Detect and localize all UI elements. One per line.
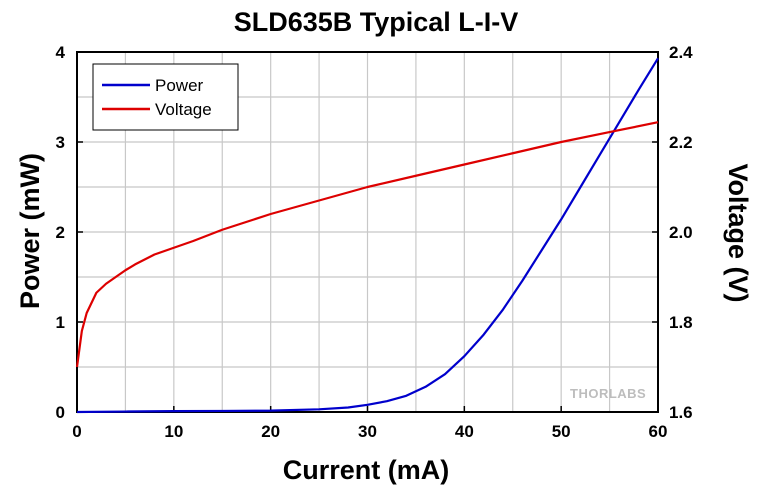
- series-line-voltage: [75, 121, 659, 368]
- y-tick-label: 4: [56, 43, 66, 62]
- y-tick-label: 1: [56, 313, 65, 332]
- series-line-power: [76, 57, 659, 414]
- x-axis-ticks: 0 10 20 30 40 50 60: [72, 406, 667, 441]
- x-axis-label: Current (mA): [283, 455, 450, 485]
- y2-axis-ticks: 1.6 1.8 2.0 2.2 2.4: [652, 43, 693, 422]
- thorlabs-watermark: THORLABS: [570, 386, 646, 401]
- y2-tick-label: 1.8: [669, 313, 693, 332]
- legend-box: [92, 63, 239, 131]
- chart-title: SLD635B Typical L-I-V: [234, 7, 519, 37]
- y2-axis-label: Voltage (V): [723, 163, 753, 302]
- y2-tick-label: 2.0: [669, 223, 693, 242]
- y-axis-ticks: 0 1 2 3 4: [56, 43, 83, 422]
- x-tick-label: 0: [72, 422, 81, 441]
- grid-lines: [77, 52, 658, 412]
- y-axis-label: Power (mW): [15, 153, 45, 309]
- y-tick-label: 2: [56, 223, 65, 242]
- x-tick-label: 30: [358, 422, 377, 441]
- y-tick-label: 0: [56, 403, 65, 422]
- series-layer: [75, 57, 659, 414]
- x-tick-label: 10: [164, 422, 183, 441]
- y2-tick-label: 1.6: [669, 403, 693, 422]
- y2-tick-label: 2.4: [669, 43, 693, 62]
- x-tick-label: 20: [261, 422, 280, 441]
- y-tick-label: 3: [56, 133, 65, 152]
- x-tick-label: 40: [455, 422, 474, 441]
- legend-label-power: Power: [155, 76, 204, 95]
- legend-label-voltage: Voltage: [155, 100, 212, 119]
- x-tick-label: 60: [649, 422, 668, 441]
- legend: Power Voltage: [92, 63, 239, 131]
- y2-tick-label: 2.2: [669, 133, 693, 152]
- x-tick-label: 50: [552, 422, 571, 441]
